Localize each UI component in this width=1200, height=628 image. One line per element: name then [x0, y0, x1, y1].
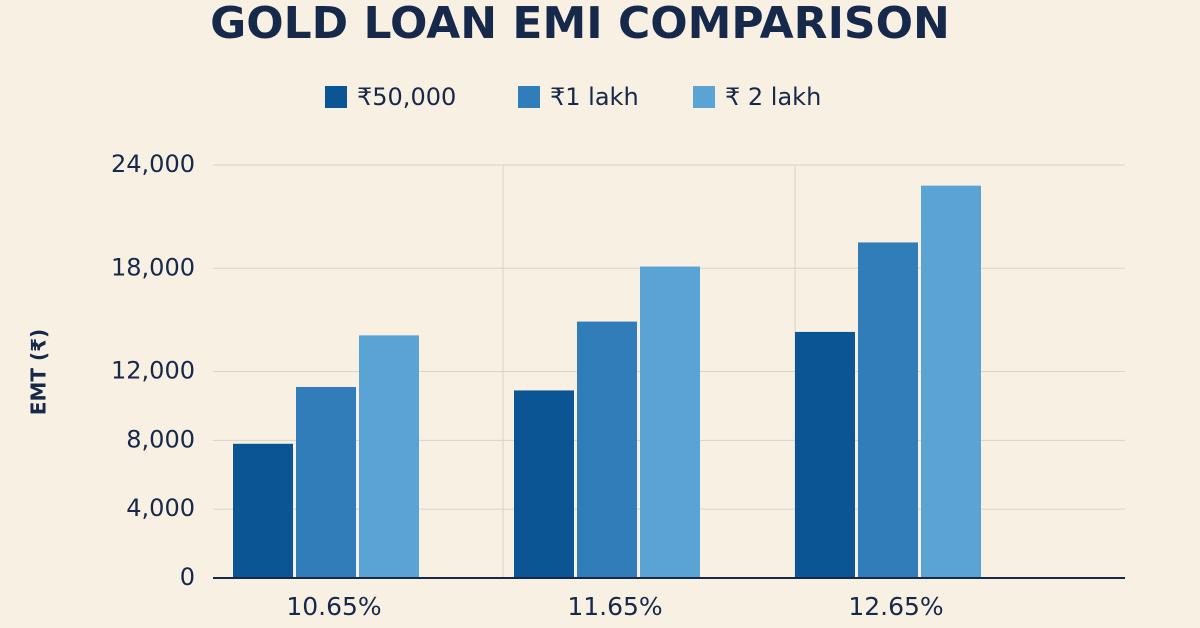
bar [296, 386, 356, 578]
legend-swatch [693, 86, 715, 108]
legend-swatch [518, 86, 540, 108]
bar [795, 331, 855, 578]
legend-label: ₹1 lakh [550, 83, 639, 111]
legend-label: ₹50,000 [357, 83, 456, 111]
y-tick-label: 8,000 [126, 425, 195, 453]
y-tick-label: 0 [180, 563, 195, 591]
bar [921, 185, 981, 578]
bar [233, 443, 293, 578]
y-tick-label: 18,000 [111, 253, 195, 281]
bar [640, 266, 700, 578]
bar [858, 242, 918, 578]
bar [359, 335, 419, 578]
legend-label: ₹ 2 lakh [725, 83, 821, 111]
y-tick-label: 4,000 [126, 494, 195, 522]
x-tick-label: 11.65% [567, 592, 662, 621]
y-axis-label: EMT (₹) [27, 329, 51, 415]
y-tick-label: 12,000 [111, 357, 195, 385]
x-tick-label: 12.65% [848, 592, 943, 621]
bar [577, 321, 637, 578]
chart-title: GOLD LOAN EMI COMPARISON [210, 0, 950, 49]
bar [514, 390, 574, 578]
legend-swatch [325, 86, 347, 108]
y-tick-label: 24,000 [111, 150, 195, 178]
x-tick-label: 10.65% [286, 592, 381, 621]
